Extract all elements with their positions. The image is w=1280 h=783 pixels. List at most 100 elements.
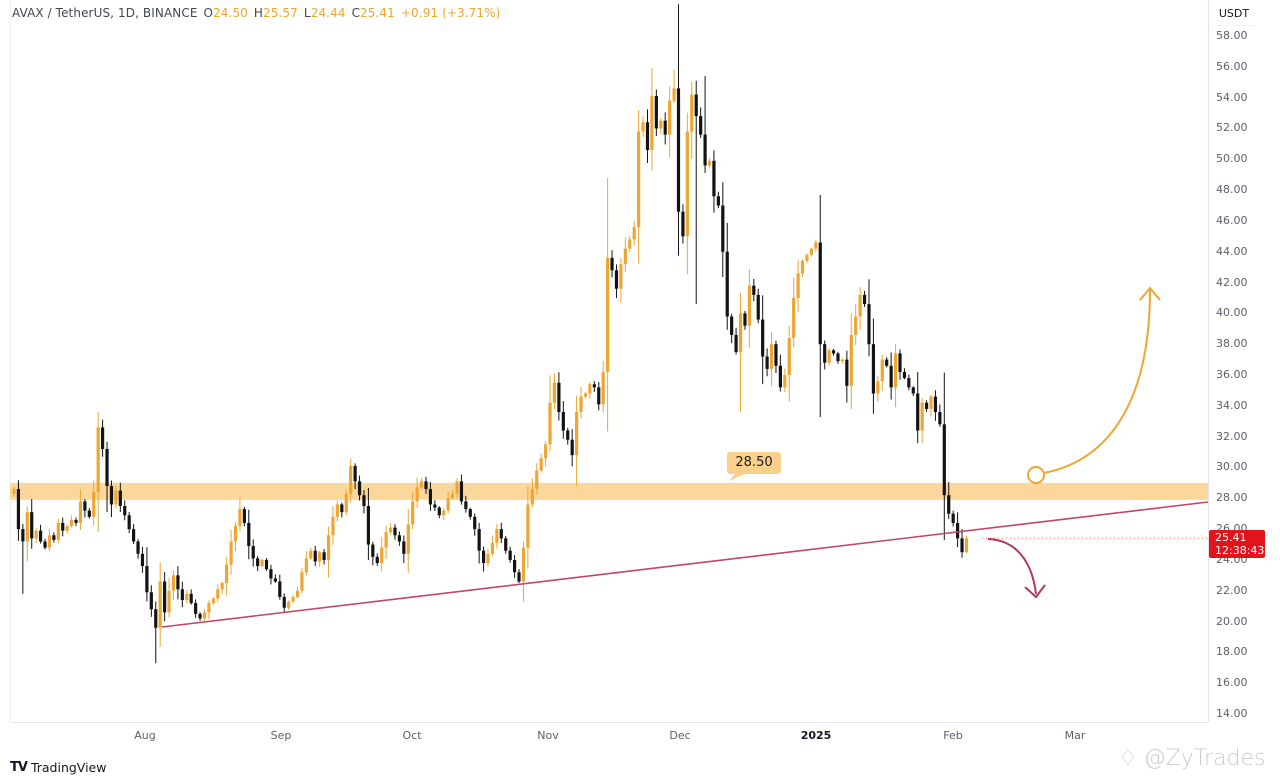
candle-body <box>800 260 805 274</box>
candle-body <box>123 506 127 516</box>
candle-body <box>924 402 929 409</box>
candle-body <box>233 526 238 542</box>
price-tick: 14.00 <box>1216 707 1248 721</box>
bullish-arrowhead-icon <box>1139 286 1161 301</box>
candle-body <box>814 242 818 249</box>
candle-body <box>397 535 402 542</box>
support-resistance-zone <box>10 482 1208 500</box>
candle-body <box>477 529 481 551</box>
candle-body <box>650 96 654 151</box>
candle-body <box>668 100 672 135</box>
candle-body <box>583 393 588 397</box>
candle-body <box>69 519 74 527</box>
candle-body <box>260 559 264 567</box>
symbol-legend: AVAX / TetherUS, 1D, BINANCE O24.50 H25.57… <box>12 6 501 20</box>
candle-body <box>933 396 938 413</box>
candle-body <box>792 297 796 339</box>
watermark: ♢ @ZyTrades <box>1118 746 1266 771</box>
price-tick: 52.00 <box>1216 121 1248 135</box>
candle-body <box>845 359 849 386</box>
candle-body <box>929 396 933 409</box>
bullish-arrow-path <box>1043 289 1151 474</box>
candle-body <box>597 387 601 405</box>
tradingview-brand[interactable]: TV TradingView <box>10 760 106 775</box>
candle-body <box>796 273 800 298</box>
time-tick: Sep <box>270 729 292 742</box>
candle-body <box>765 356 769 369</box>
candle-body <box>211 598 215 604</box>
candle-body <box>419 481 424 488</box>
ascending-trendline <box>161 501 1208 628</box>
candle-body <box>318 552 322 562</box>
candle-body <box>712 160 716 197</box>
candle-body <box>52 535 56 540</box>
last-price: 25.41 <box>1215 531 1247 544</box>
candle-body <box>685 131 689 237</box>
candle-body <box>676 88 681 212</box>
price-axis[interactable] <box>1208 0 1280 722</box>
candle-body <box>756 294 760 320</box>
high-value: 25.57 <box>263 6 298 20</box>
candle-body <box>87 510 91 517</box>
currency-label[interactable]: USDT <box>1212 3 1256 26</box>
chart-pane[interactable] <box>10 0 1209 722</box>
price-tick: 16.00 <box>1216 676 1248 690</box>
candle-body <box>623 248 627 265</box>
candle-body <box>579 396 583 413</box>
bar-countdown: 12:38:43 <box>1215 544 1265 557</box>
time-axis[interactable] <box>10 722 1208 749</box>
candle-body <box>690 94 694 132</box>
candle-body <box>12 489 16 494</box>
candle-body <box>517 572 521 582</box>
zone-price-label[interactable]: 28.50 <box>727 452 781 474</box>
candle-body <box>34 530 38 539</box>
candle-body <box>752 285 756 295</box>
candle-body <box>703 134 707 166</box>
candle-body <box>672 88 676 101</box>
candle-body <box>145 566 149 593</box>
candle-body <box>366 506 370 545</box>
candle-body <box>743 313 747 326</box>
candle-body <box>947 495 951 514</box>
candle-body <box>185 593 189 601</box>
candle-body <box>592 384 596 388</box>
candle-body <box>375 556 379 564</box>
price-tick: 28.00 <box>1216 491 1248 505</box>
candle-body <box>539 458 543 471</box>
candle-body <box>898 353 902 372</box>
candlestick-plot[interactable] <box>0 0 1208 722</box>
candle-body <box>380 547 384 564</box>
candle-body <box>450 493 455 499</box>
price-tick: 46.00 <box>1216 213 1248 227</box>
binance-square-icon: ♢ <box>1118 746 1138 771</box>
candle-body <box>384 532 388 548</box>
candle-body <box>176 575 180 590</box>
candle-body <box>570 439 574 456</box>
candle-body <box>163 581 167 613</box>
candle-body <box>149 592 153 610</box>
time-tick: Nov <box>537 729 559 742</box>
candle-body <box>140 553 145 567</box>
candle-body <box>96 427 100 493</box>
candle-body <box>783 375 787 388</box>
candle-body <box>867 304 871 345</box>
candle-body <box>902 371 907 379</box>
candle-body <box>25 512 29 542</box>
price-tick: 56.00 <box>1216 59 1248 73</box>
candle-body <box>30 512 34 539</box>
candle-body <box>681 211 685 237</box>
candle-body <box>229 541 233 565</box>
candle-body <box>357 481 362 496</box>
time-tick: 2025 <box>800 729 832 742</box>
candle-body <box>521 547 526 582</box>
symbol-title: AVAX / TetherUS, 1D, BINANCE <box>12 6 198 20</box>
candle-body <box>109 485 114 505</box>
candle-body <box>889 365 893 388</box>
candle-body <box>21 529 25 542</box>
candle-body <box>641 122 645 132</box>
price-tick: 32.00 <box>1216 429 1248 443</box>
price-tick: 36.00 <box>1216 368 1248 382</box>
candle-body <box>433 504 437 508</box>
candle-body <box>654 96 658 129</box>
